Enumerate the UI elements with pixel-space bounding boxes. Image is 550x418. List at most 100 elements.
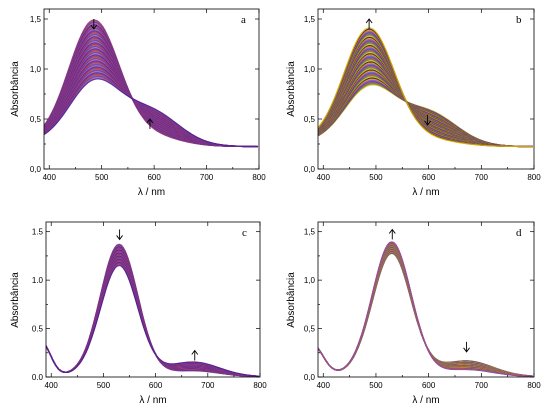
series-line (46, 252, 260, 377)
series-line (46, 246, 260, 377)
series-line (318, 247, 533, 377)
series-line (46, 259, 260, 377)
y-tick-label: 0,0 (30, 165, 42, 174)
series-line (318, 243, 533, 377)
series-line (46, 246, 260, 377)
x-tick-label: 400 (45, 381, 59, 390)
panel-label: a (241, 14, 246, 26)
x-tick-label: 700 (201, 381, 215, 390)
x-tick-label: 800 (527, 173, 541, 182)
x-axis-title: λ / nm (412, 395, 439, 406)
y-tick-label: 0,0 (304, 165, 316, 174)
series-line (46, 256, 260, 377)
series-line (318, 250, 533, 377)
series-line (46, 253, 260, 377)
series-group (318, 27, 533, 148)
arrow-up-icon (191, 349, 199, 361)
series-line (318, 248, 533, 377)
series-line (318, 247, 533, 377)
series-line (318, 243, 533, 377)
y-tick-label: 0,5 (304, 325, 316, 334)
x-tick-label: 500 (95, 173, 109, 182)
arrow-down-icon (116, 229, 123, 241)
y-axis-title: Absorbância (10, 61, 21, 117)
series-line (46, 257, 260, 377)
series-line (46, 263, 260, 377)
panel-label: c (242, 227, 247, 239)
series-line (46, 244, 259, 377)
series-line (318, 251, 533, 377)
arrow-down-icon (463, 341, 470, 353)
series-line (46, 251, 260, 377)
series-line (318, 243, 533, 377)
series-line (318, 252, 533, 377)
x-tick-label: 500 (97, 381, 111, 390)
series-line (46, 244, 259, 377)
series-line (46, 251, 260, 377)
series-group (44, 19, 259, 148)
arrow-up-icon (146, 118, 154, 129)
series-line (318, 248, 533, 377)
x-tick-label: 600 (422, 173, 436, 182)
series-line (318, 245, 533, 377)
y-tick-label: 1,5 (304, 15, 316, 24)
x-tick-label: 600 (149, 381, 163, 390)
series-line (318, 251, 533, 377)
plot-frame (45, 221, 261, 378)
series-line (46, 261, 260, 377)
series-line (318, 241, 533, 377)
y-axis-title: Absorbância (286, 272, 297, 328)
y-tick-label: 1,5 (30, 15, 42, 24)
series-line (318, 245, 533, 377)
series-line (318, 247, 533, 377)
y-tick-label: 1,5 (304, 228, 316, 237)
y-tick-label: 1.0 (32, 276, 44, 285)
series-line (318, 242, 533, 377)
x-tick-label: 400 (317, 173, 331, 182)
panel-c: 400 500 600 700 800 0.0 0.5 1.0 1.5 λ / nm Absorbâ… (10, 221, 267, 406)
x-tick-label: 700 (475, 381, 489, 390)
series-line (318, 249, 533, 377)
series-line (318, 244, 533, 377)
series-line (318, 252, 533, 377)
series-line (44, 78, 259, 148)
series-line (318, 242, 533, 377)
x-tick-label: 700 (200, 173, 214, 182)
series-line (46, 257, 260, 377)
panel-b: 400 500 600 700 800 0,0 0,5 1,0 1,5 λ / nm Absorbâ… (286, 8, 541, 198)
series-line (46, 255, 260, 377)
series-line (318, 244, 533, 377)
panel-a: 400 500 600 700 800 0,0 0,5 1,0 1,5 λ / nm Absorbâ… (10, 8, 266, 198)
series-line (46, 264, 260, 377)
series-group (318, 241, 533, 377)
series-line (318, 241, 533, 377)
y-tick-label: 1,0 (304, 65, 316, 74)
y-tick-label: 0.0 (32, 373, 44, 382)
series-line (318, 249, 533, 377)
x-tick-label: 600 (147, 173, 161, 182)
series-line (318, 246, 533, 377)
y-tick-label: 1.5 (32, 228, 44, 237)
x-tick-label: 500 (369, 381, 383, 390)
y-tick-label: 1,0 (30, 65, 42, 74)
plot-frame (317, 8, 535, 170)
x-tick-label: 400 (43, 173, 57, 182)
x-tick-label: 400 (317, 381, 331, 390)
x-tick-label: 800 (253, 381, 267, 390)
series-line (318, 249, 533, 377)
panel-label: b (516, 14, 522, 26)
x-tick-label: 600 (422, 381, 436, 390)
x-axis-title: λ / nm (139, 395, 166, 406)
series-line (318, 244, 533, 377)
series-line (318, 250, 533, 377)
series-line (318, 248, 533, 377)
plot-frame (317, 221, 535, 378)
series-group (46, 243, 260, 377)
arrow-up-icon (388, 228, 396, 240)
y-tick-label: 0,0 (304, 373, 316, 382)
arrow-up-icon (365, 18, 373, 29)
y-tick-label: 0,5 (30, 115, 42, 124)
series-line (46, 262, 260, 377)
series-line (46, 249, 259, 377)
